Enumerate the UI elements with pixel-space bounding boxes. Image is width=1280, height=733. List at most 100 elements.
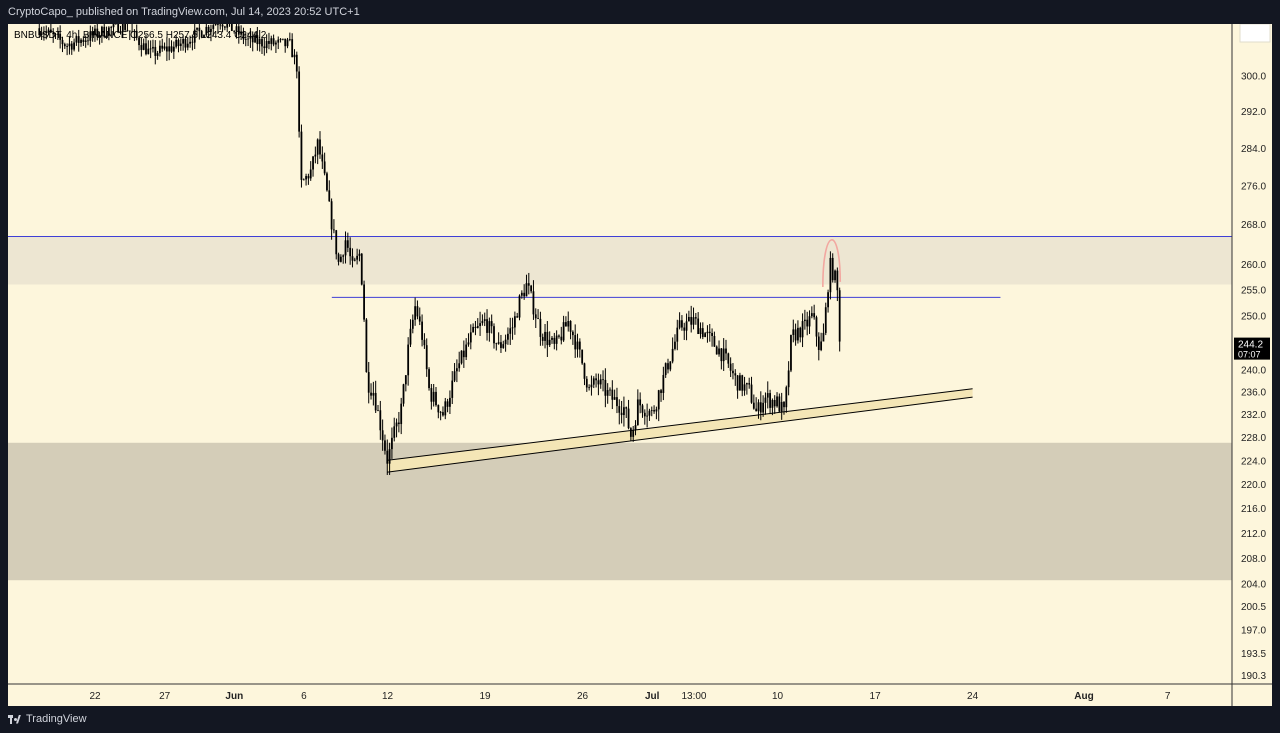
candle-body: [272, 38, 275, 45]
y-tick-label: 204.0: [1241, 579, 1266, 590]
candle-body: [45, 31, 48, 34]
candle-body: [472, 326, 475, 333]
candle-body: [184, 38, 187, 48]
candle-body: [284, 38, 287, 47]
y-tick-label: 212.0: [1241, 529, 1266, 540]
candle-body: [548, 339, 551, 346]
candle-body: [611, 389, 614, 400]
candle-body: [154, 46, 157, 56]
candle-body: [569, 320, 572, 332]
candle-body: [270, 38, 273, 44]
candle-body: [263, 46, 266, 49]
candle-body: [806, 319, 809, 327]
candle-body: [669, 361, 672, 370]
candle-body: [142, 43, 145, 50]
candle-body: [244, 39, 247, 40]
candle-body: [678, 320, 681, 328]
x-tick-label: 12: [382, 691, 394, 702]
x-tick-label: 17: [870, 691, 882, 702]
tradingview-brand[interactable]: TradingView: [8, 713, 87, 725]
trend-channel-fill[interactable]: [387, 388, 973, 473]
candle-body: [295, 54, 298, 72]
candle-body: [715, 346, 718, 355]
candle-body: [302, 179, 305, 181]
candle-body: [546, 331, 549, 346]
candle-body: [676, 327, 679, 342]
candle-body: [618, 406, 621, 413]
candle-body: [49, 29, 52, 33]
x-tick-label: Jul: [645, 691, 660, 702]
candle-body: [639, 399, 642, 406]
candle-body: [504, 339, 507, 345]
candle-body: [186, 43, 189, 48]
axis-corner-box[interactable]: [1239, 24, 1271, 43]
candle-body: [757, 402, 760, 412]
candle-body: [641, 405, 644, 413]
candle-body: [583, 363, 586, 379]
last-price-value: 244.2: [1238, 340, 1263, 351]
candle-body: [446, 401, 449, 407]
candle-body: [54, 33, 57, 35]
candle-body: [212, 25, 215, 29]
candle-body: [755, 408, 758, 412]
candle-body: [697, 318, 700, 335]
last-price-label[interactable]: [1234, 337, 1270, 360]
x-tick-label: 22: [89, 691, 101, 702]
trend-channel-upper-line[interactable]: [387, 388, 973, 461]
candle-body: [745, 383, 748, 385]
trend-channel-lower-line[interactable]: [387, 396, 973, 473]
candle-body: [764, 397, 767, 403]
candle-body: [82, 39, 85, 43]
y-tick-label: 276.0: [1241, 181, 1266, 192]
support-zone[interactable]: [8, 442, 1232, 581]
y-tick-label: 260.0: [1241, 260, 1266, 271]
y-tick-label: 208.0: [1241, 554, 1266, 565]
candle-body: [801, 321, 804, 338]
candle-body: [110, 27, 113, 28]
candle-body: [177, 39, 180, 47]
candle-body: [319, 139, 321, 155]
candle-body: [790, 335, 792, 371]
candle-body: [620, 412, 623, 416]
candle-body: [233, 30, 236, 32]
y-tick-label: 216.0: [1241, 504, 1266, 515]
x-tick-label: 19: [479, 691, 491, 702]
candle-body: [437, 405, 440, 413]
chart-area[interactable]: 300.0 292.0 284.0 276.0 268.0 260.0 255.0 250.0…: [8, 24, 1272, 706]
candle-body: [107, 27, 110, 36]
candle-body: [646, 415, 649, 417]
candle-body: [135, 30, 138, 38]
candle-body: [326, 173, 328, 191]
candle-body: [537, 318, 539, 320]
footer-bar: TradingView: [0, 706, 1280, 733]
candle-body: [314, 154, 317, 157]
candle-body: [360, 253, 363, 285]
candle-body: [414, 306, 417, 320]
candle-body: [367, 372, 370, 393]
candle-body: [145, 43, 147, 55]
candle-body: [439, 412, 442, 413]
candle-body: [479, 323, 481, 327]
candle-body: [384, 440, 386, 451]
candle-body: [205, 26, 208, 36]
candles-group: [38, 24, 841, 476]
x-tick-label: Jun: [225, 691, 243, 702]
candle-body: [131, 31, 133, 33]
candle-body: [56, 33, 59, 35]
candle-body: [395, 422, 398, 427]
symbol-legend[interactable]: BNBUSDT, 4h, BINANCE O256.5 H257.5 L243.…: [14, 30, 267, 41]
candle-body: [333, 229, 335, 231]
candle-body: [834, 270, 836, 281]
candle-body: [551, 337, 553, 340]
candlestick-chart[interactable]: 300.0 292.0 284.0 276.0 268.0 260.0 255.0 250.0…: [8, 24, 1272, 706]
y-tick-label: 236.0: [1241, 388, 1266, 399]
candle-body: [493, 326, 495, 344]
top-arc-annotation[interactable]: [822, 239, 842, 288]
y-tick-label: 284.0: [1241, 144, 1266, 155]
candle-body: [518, 295, 521, 318]
candle-body: [397, 422, 400, 425]
y-tick-label: 255.0: [1241, 286, 1266, 297]
resistance-zone[interactable]: [8, 236, 1232, 285]
y-tick-label: 197.0: [1241, 625, 1266, 636]
candle-body: [741, 375, 744, 391]
